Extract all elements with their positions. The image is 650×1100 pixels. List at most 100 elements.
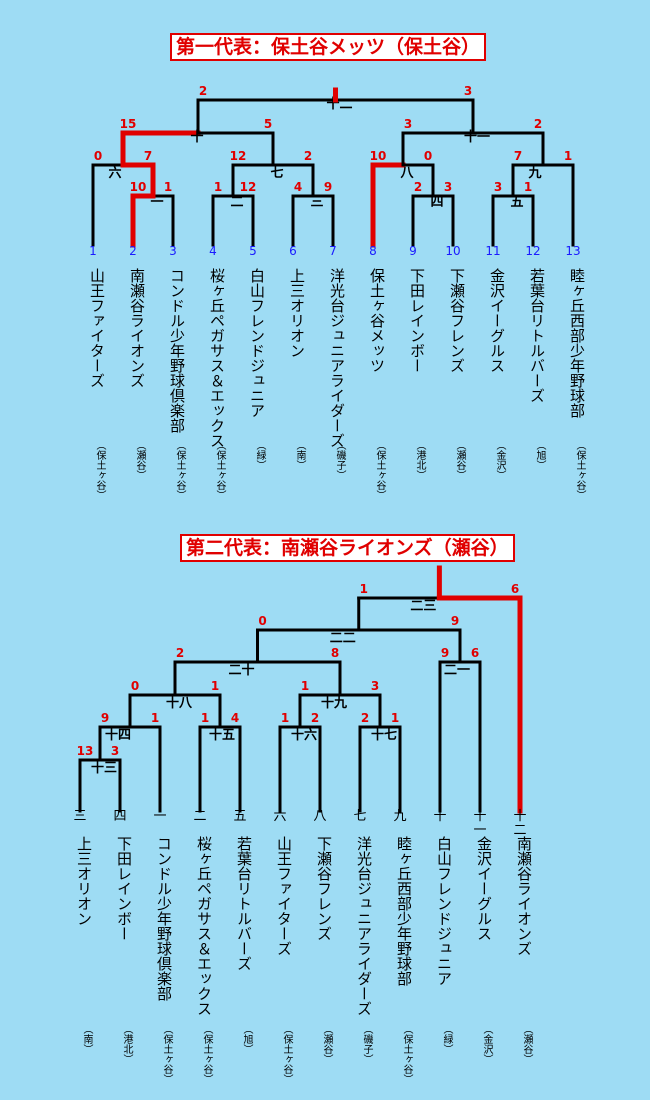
team-name: コンドル少年野球倶楽部 xyxy=(155,836,173,1001)
team-seed-number: 七 xyxy=(353,809,367,824)
team-seed-number: 7 xyxy=(329,244,337,258)
team-name: 金沢イーグルス xyxy=(475,836,493,941)
team-seed-number: 十一 xyxy=(473,809,487,838)
team-area: （保土ヶ谷） xyxy=(161,1024,172,1084)
team-area: （緑） xyxy=(441,1024,452,1054)
match-score-left: 10 xyxy=(370,149,387,163)
match-score-left: 0 xyxy=(94,149,102,163)
team-name: 保土ヶ谷メッツ xyxy=(368,268,386,373)
team-seed-number: 六 xyxy=(273,809,287,824)
match-score-right: 3 xyxy=(111,744,119,758)
match-score-left: 7 xyxy=(514,149,522,163)
match-score-right: 4 xyxy=(231,711,239,725)
match-score-right: 9 xyxy=(451,614,459,628)
match-score-left: 1 xyxy=(214,180,222,194)
team-name: 下田レインボー xyxy=(408,268,426,373)
match-score-right: 1 xyxy=(564,149,572,163)
team-seed-number: 5 xyxy=(249,244,257,258)
team-name: 南瀬谷ライオンズ xyxy=(128,268,146,388)
team-seed-number: 12 xyxy=(525,244,541,258)
team-seed-number: 四 xyxy=(113,809,127,824)
match-score-left: 4 xyxy=(294,180,302,194)
match-number-label: 十四 xyxy=(105,727,131,743)
team-name: 南瀬谷ライオンズ xyxy=(515,836,533,956)
team-area: （金沢） xyxy=(494,440,505,480)
team-name: 白山フレンドジュニア xyxy=(435,836,453,986)
match-number-label: 八 xyxy=(399,166,414,181)
match-score-right: 2 xyxy=(304,149,312,163)
team-name: 洋光台ジュニアライダーズ xyxy=(355,836,373,1016)
team-area: （緑） xyxy=(254,440,265,470)
match-number-label: 三 xyxy=(310,195,323,210)
team-area: （南） xyxy=(81,1024,92,1054)
team-area: （旭） xyxy=(241,1024,252,1054)
match-score-left: 2 xyxy=(176,646,184,660)
team-area: （旭） xyxy=(534,440,545,470)
team-name: 睦ヶ丘西部少年野球部 xyxy=(395,836,413,986)
match-score-left: 1 xyxy=(201,711,209,725)
match-score-left: 1 xyxy=(301,679,309,693)
match-score-right: 1 xyxy=(211,679,219,693)
match-score-left: 1 xyxy=(281,711,289,725)
match-score-left: 1 xyxy=(360,582,368,596)
match-score-right: 2 xyxy=(311,711,319,725)
match-number-label: 一 xyxy=(150,195,163,210)
match-score-left: 12 xyxy=(230,149,247,163)
match-score-left: 0 xyxy=(258,614,266,628)
team-name: コンドル少年野球倶楽部 xyxy=(168,268,186,433)
team-area: （保土ヶ谷） xyxy=(201,1024,212,1084)
team-name: 上三オリオン xyxy=(288,268,306,358)
match-number-label: 十六 xyxy=(291,727,317,743)
match-score-right: 6 xyxy=(511,582,519,596)
match-score-left: 13 xyxy=(77,744,94,758)
team-name: 白山フレンドジュニア xyxy=(248,268,266,418)
team-name: 下瀬谷フレンズ xyxy=(315,836,333,941)
team-seed-number: 2 xyxy=(129,244,137,258)
team-name: 洋光台ジュニアライダーズ xyxy=(328,268,346,448)
team-seed-number: 4 xyxy=(209,244,217,258)
team-name: 下瀬谷フレンズ xyxy=(448,268,466,373)
team-area: （保土ヶ谷） xyxy=(174,440,185,500)
match-score-right: 7 xyxy=(144,149,152,163)
match-score-right: 3 xyxy=(464,84,472,98)
match-score-right: 9 xyxy=(324,180,332,194)
match-score-right: 1 xyxy=(391,711,399,725)
match-number-label: 五 xyxy=(510,195,523,210)
team-area: （港北） xyxy=(121,1024,132,1064)
match-number-label: 二十 xyxy=(228,662,254,678)
team-area: （磯子） xyxy=(334,440,345,480)
team-name: 山王ファイターズ xyxy=(275,836,293,956)
match-score-left: 0 xyxy=(131,679,139,693)
team-seed-number: 6 xyxy=(289,244,297,258)
team-seed-number: 10 xyxy=(445,244,461,258)
match-number-label: 六 xyxy=(108,165,121,181)
team-seed-number: 11 xyxy=(485,244,501,258)
team-seed-number: 九 xyxy=(393,809,407,824)
team-area: （保土ヶ谷） xyxy=(94,440,105,500)
team-name: 上三オリオン xyxy=(75,836,93,926)
team-name: 山王ファイターズ xyxy=(88,268,106,388)
team-area: （港北） xyxy=(414,440,425,480)
match-score-right: 1 xyxy=(151,711,159,725)
match-number-label: 十八 xyxy=(166,695,193,711)
team-seed-number: 二 xyxy=(193,809,207,824)
team-area: （瀬谷） xyxy=(521,1024,532,1064)
match-number-label: 十一 xyxy=(464,129,490,145)
team-seed-number: 五 xyxy=(233,809,247,824)
match-number-label: 十九 xyxy=(321,695,347,711)
match-score-left: 2 xyxy=(199,84,207,98)
team-seed-number: 8 xyxy=(369,244,377,258)
match-number-label: 二二 xyxy=(330,631,356,646)
match-number-label: 十二 xyxy=(326,96,352,112)
team-name: 桜ヶ丘ペガサス＆エックス xyxy=(208,268,226,448)
team-area: （保土ヶ谷） xyxy=(214,440,225,500)
match-score-left: 2 xyxy=(361,711,369,725)
team-name: 若葉台リトルバーズ xyxy=(235,836,253,971)
match-score-left: 3 xyxy=(494,180,502,194)
team-area: （保土ヶ谷） xyxy=(374,440,385,500)
match-score-right: 5 xyxy=(264,117,272,131)
match-number-label: 二一 xyxy=(444,663,470,678)
team-area: （金沢） xyxy=(481,1024,492,1064)
team-seed-number: 一 xyxy=(153,809,167,824)
team-area: （南） xyxy=(294,440,305,470)
